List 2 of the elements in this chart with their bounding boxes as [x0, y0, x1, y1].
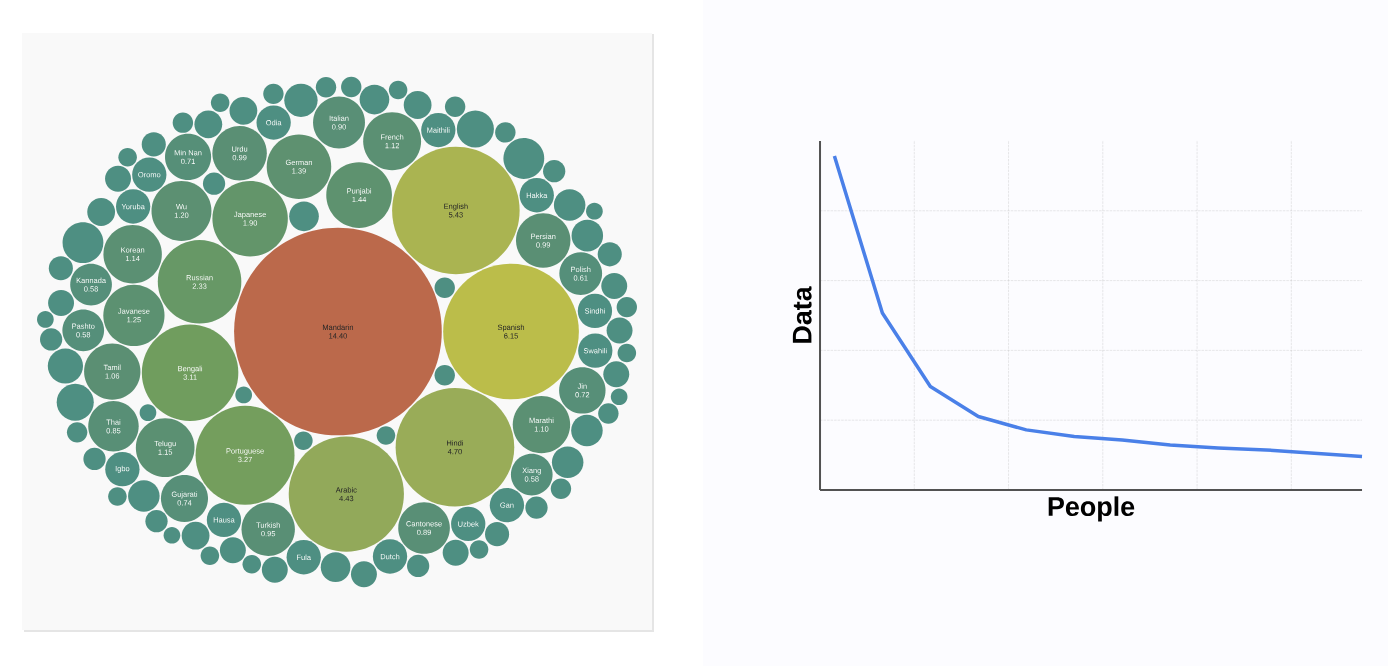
x-axis-title: People: [1048, 496, 1135, 522]
y-axis-title: Data: [792, 286, 812, 343]
